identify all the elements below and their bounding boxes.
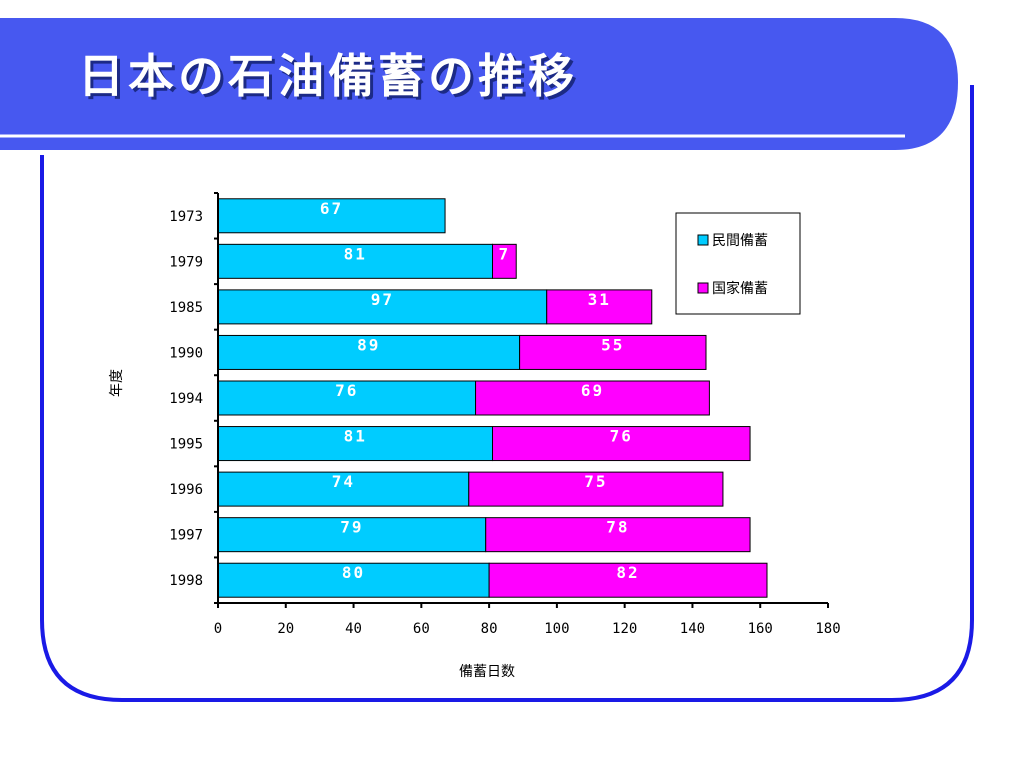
data-label: 97 [371, 290, 394, 309]
y-tick-label: 1985 [169, 300, 203, 316]
data-label: 79 [340, 518, 363, 537]
data-label: 55 [601, 335, 624, 354]
bar-national-1994 [475, 380, 710, 416]
legend-swatch [697, 234, 709, 246]
bar-private-1990 [217, 334, 521, 370]
y-tick-label: 1994 [169, 391, 203, 407]
x-axis-label: 備蓄日数 [459, 664, 515, 680]
legend-label: 民間備蓄 [712, 233, 768, 249]
legend-box [675, 212, 801, 315]
data-label: 78 [606, 518, 629, 537]
x-tick-label: 0 [214, 621, 222, 637]
legend-label: 国家備蓄 [712, 280, 768, 297]
x-tick-label: 120 [612, 621, 637, 637]
y-tick-label: 1995 [169, 437, 203, 453]
bar-private-1985 [217, 289, 548, 325]
x-tick-label: 160 [748, 621, 773, 637]
data-label: 81 [344, 244, 367, 263]
x-tick-label: 140 [680, 621, 705, 637]
data-label: 76 [610, 427, 633, 446]
y-axis-label: 年度 [109, 369, 125, 397]
data-label: 81 [344, 427, 367, 446]
bar-national-1997 [485, 517, 751, 553]
y-tick-label: 1973 [169, 209, 203, 225]
data-label: 89 [357, 335, 380, 354]
bar-private-1973 [217, 198, 446, 234]
slide-title: 日本の石油備蓄の推移 [78, 49, 578, 103]
bar-national-1979 [492, 243, 517, 279]
y-tick-label: 1990 [169, 345, 203, 361]
bar-national-1990 [519, 334, 707, 370]
data-label: 80 [342, 563, 365, 582]
frame-border [40, 85, 974, 702]
y-tick-label: 1996 [169, 482, 203, 498]
chart-axes: 1973 1979 1985 1990 1994 1995 1996 1997 1998 0 20 4… [169, 192, 841, 637]
x-tick-label: 60 [413, 621, 430, 637]
data-label: 76 [335, 381, 358, 400]
data-label: 7 [499, 244, 511, 263]
data-label: 74 [332, 472, 355, 491]
x-tick-label: 100 [544, 621, 569, 637]
data-label: 31 [588, 290, 611, 309]
x-tick-label: 40 [345, 621, 362, 637]
bar-private-1998 [217, 562, 490, 598]
data-label: 67 [320, 199, 343, 218]
data-label: 69 [581, 381, 604, 400]
y-tick-label: 1979 [169, 254, 203, 270]
x-tick-label: 180 [815, 621, 840, 637]
legend-swatch [697, 282, 709, 294]
bar-private-1996 [217, 471, 470, 507]
x-tick-label: 20 [277, 621, 294, 637]
title-banner [0, 18, 958, 150]
data-label: 75 [584, 472, 607, 491]
y-tick-label: 1997 [169, 528, 203, 544]
chart-marks: 67 81 7 97 31 89 55 76 69 81 76 74 75 79 78 80 82 [217, 198, 768, 598]
bar-private-1995 [217, 426, 493, 462]
bar-national-1996 [468, 471, 724, 507]
bar-national-1998 [488, 562, 768, 598]
bar-national-1995 [492, 426, 751, 462]
y-tick-label: 1998 [169, 573, 203, 589]
x-tick-label: 80 [481, 621, 498, 637]
bar-private-1979 [217, 243, 493, 279]
bar-private-1997 [217, 517, 487, 553]
bar-national-1985 [546, 289, 653, 325]
data-label: 82 [616, 563, 639, 582]
